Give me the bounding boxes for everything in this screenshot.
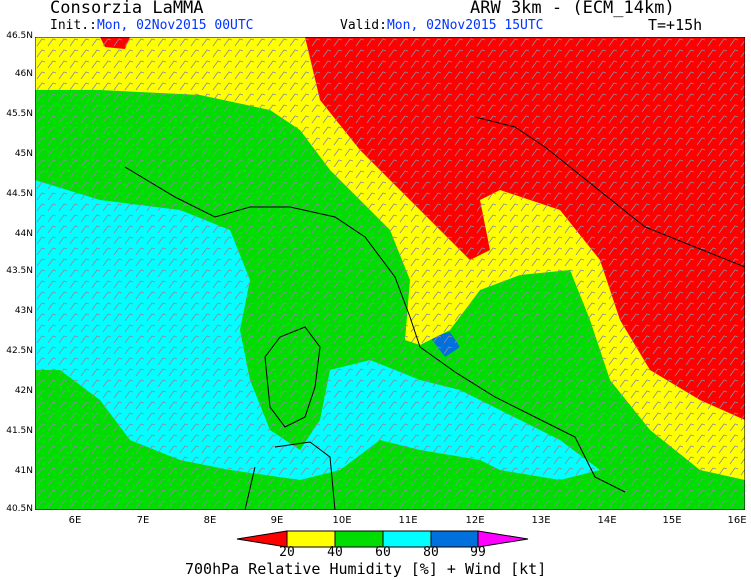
coastlines	[124, 116, 745, 510]
lon-label: 10E	[332, 515, 352, 526]
lat-label: 44.5N	[6, 189, 33, 199]
lat-label: 45.5N	[6, 109, 33, 119]
colorbar-label: 40	[327, 545, 343, 560]
lat-label: 42N	[14, 386, 33, 396]
model-title: ARW 3km - (ECM_14km)	[470, 0, 675, 18]
init-time: Init.:Mon, 02Nov2015 00UTC	[50, 18, 254, 33]
valid-label: Valid:	[340, 18, 387, 33]
lon-label: 12E	[465, 515, 485, 526]
valid-value: Mon, 02Nov2015 15UTC	[386, 18, 544, 33]
lat-label: 41N	[14, 466, 33, 476]
colorbar-label: 20	[279, 545, 295, 560]
init-value: Mon, 02Nov2015 00UTC	[96, 18, 254, 33]
lon-label: 7E	[136, 515, 150, 526]
lat-label: 46.5N	[6, 31, 33, 41]
lon-label: 11E	[398, 515, 418, 526]
lead-time: T=+15h	[648, 16, 703, 34]
valid-time: Valid:Mon, 02Nov2015 15UTC	[340, 18, 544, 33]
lat-label: 40.5N	[6, 504, 33, 514]
org-title: Consorzia LaMMA	[50, 0, 204, 18]
sardinia	[244, 441, 336, 510]
lon-label: 9E	[270, 515, 284, 526]
lon-label: 15E	[662, 515, 682, 526]
lat-label: 43N	[14, 306, 33, 316]
lon-label: 16E	[727, 515, 747, 526]
lon-label: 8E	[203, 515, 217, 526]
lon-label: 14E	[597, 515, 617, 526]
lat-label: 45N	[14, 149, 33, 159]
lat-label: 42.5N	[6, 346, 33, 356]
lat-label: 44N	[14, 229, 33, 239]
lat-label: 41.5N	[6, 426, 33, 436]
corsica	[264, 326, 321, 428]
colorbar-label: 60	[375, 545, 391, 560]
colorbar-label: 99	[470, 545, 486, 560]
colorbar-segment	[477, 530, 529, 548]
lat-label: 46N	[14, 69, 33, 79]
colorbar-title: 700hPa Relative Humidity [%] + Wind [kt]	[185, 560, 547, 578]
wind-barbs	[35, 37, 745, 510]
colorbar-label: 80	[423, 545, 439, 560]
lon-label: 6E	[68, 515, 82, 526]
lon-label: 13E	[531, 515, 551, 526]
lat-label: 43.5N	[6, 266, 33, 276]
colorbar	[236, 530, 529, 548]
humidity-map	[35, 37, 745, 510]
init-label: Init.:	[50, 18, 97, 33]
